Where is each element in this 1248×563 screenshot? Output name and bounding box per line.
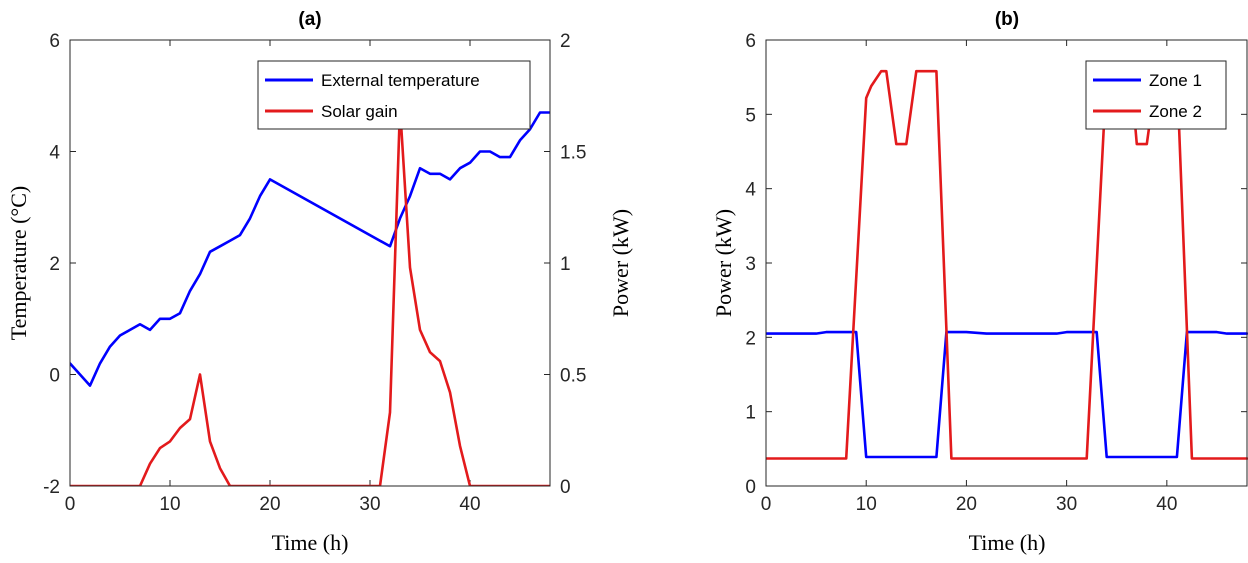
y-tick-label-b-0: 0 — [745, 477, 756, 498]
y-tick-label-b-4: 4 — [745, 180, 756, 201]
y-right-tick-label-a-1: 1 — [560, 254, 571, 275]
x-axis-label-a: Time (h) — [272, 530, 349, 555]
y-tick-label-a-6: 6 — [49, 31, 60, 52]
x-tick-label-b-10: 10 — [856, 494, 877, 515]
y-right-tick-label-a-0-5: 0.5 — [560, 366, 586, 387]
y-tick-label-b-1: 1 — [745, 403, 756, 424]
legend-b: Zone 1 Zone 2 — [1085, 60, 1227, 130]
y-tick-label-a-2: 2 — [49, 254, 60, 275]
y-tick-label-b-6: 6 — [745, 31, 756, 52]
x-tick-label-a-40: 40 — [459, 494, 480, 515]
y-tick-label-b-3: 3 — [745, 254, 756, 275]
x-tick-label-a-30: 30 — [359, 494, 380, 515]
legend-a: External temperature Solar gain — [257, 60, 531, 130]
y-tick-label-b-2: 2 — [745, 328, 756, 349]
y-right-tick-label-a-1-5: 1.5 — [560, 143, 586, 164]
legend-label-external-temperature: External temperature — [321, 71, 480, 90]
series-line-a-solar-gain — [70, 105, 550, 486]
x-tick-label-a-20: 20 — [259, 494, 280, 515]
y-axis-label-left-a: Temperature (°C) — [6, 186, 31, 340]
x-tick-label-b-20: 20 — [956, 494, 977, 515]
x-axis-label-b: Time (h) — [969, 530, 1046, 555]
y-axis-label-b: Power (kW) — [711, 209, 736, 317]
legend-label-solar-gain: Solar gain — [321, 102, 398, 121]
plot-lines-a — [70, 105, 550, 486]
y-tick-label-a-0: 0 — [49, 366, 60, 387]
legend-label-zone-2: Zone 2 — [1149, 102, 1202, 121]
series-line-a-external-temperature — [70, 111, 550, 387]
chart-title-a: (a) — [298, 9, 321, 30]
chart-panel-a: (a) Time (h) Temperature (°C) Power (kW)… — [6, 9, 633, 555]
y-tick-label-b-5: 5 — [745, 105, 756, 126]
series-line-b-zone-1 — [766, 330, 1248, 459]
x-tick-label-b-0: 0 — [761, 494, 772, 515]
x-tick-label-b-40: 40 — [1156, 494, 1177, 515]
axes-box-b — [765, 39, 1248, 487]
y-tick-label-a-4: 4 — [49, 143, 60, 164]
axes-box-a — [69, 39, 551, 487]
legend-label-zone-1: Zone 1 — [1149, 71, 1202, 90]
chart-title-b: (b) — [995, 9, 1019, 30]
y-right-tick-label-a-2: 2 — [560, 31, 571, 52]
chart-panel-b: (b) Time (h) Power (kW) 0 10 20 30 40 0 1 2 3 4 5 6… — [711, 9, 1248, 555]
y-tick-label-a-2: -2 — [43, 477, 60, 498]
y-axis-label-right-a: Power (kW) — [608, 209, 633, 317]
x-tick-label-a-0: 0 — [65, 494, 76, 515]
legend-box-b — [1085, 60, 1227, 130]
legend-box-a — [257, 60, 531, 130]
x-tick-label-a-10: 10 — [159, 494, 180, 515]
y-right-tick-label-a-0: 0 — [560, 477, 571, 498]
x-tick-label-b-30: 30 — [1056, 494, 1077, 515]
